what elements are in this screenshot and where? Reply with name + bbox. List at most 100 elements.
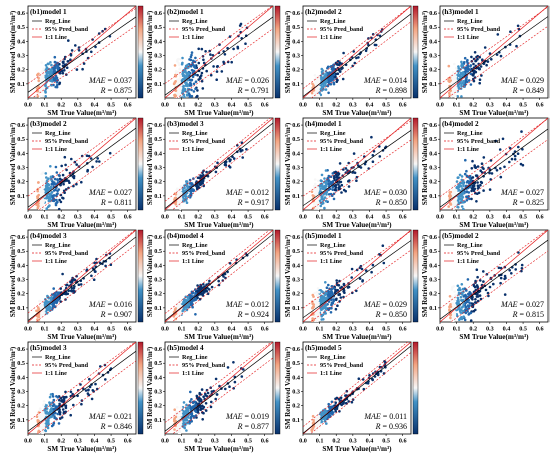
plot-contents xyxy=(440,6,548,98)
r-label: R xyxy=(512,86,518,95)
data-point xyxy=(489,178,493,181)
regression-line xyxy=(303,130,411,207)
data-point xyxy=(311,302,315,306)
mae-value: 0.021 xyxy=(114,412,132,421)
data-point xyxy=(475,55,478,59)
data-point xyxy=(337,293,340,297)
y-tick-label: 0.6 xyxy=(154,10,162,17)
data-point xyxy=(56,412,60,416)
data-point xyxy=(465,195,468,198)
data-point xyxy=(510,157,514,161)
data-point xyxy=(503,165,506,169)
y-tick-label: 0.3 xyxy=(17,389,25,396)
data-point xyxy=(186,296,190,300)
data-point xyxy=(490,172,494,175)
r-value: 0.936 xyxy=(389,422,407,431)
mae-metric: MAE = 0.027 xyxy=(88,188,132,197)
pred-band-upper xyxy=(303,6,411,89)
data-point xyxy=(482,189,485,192)
mae-equals: = xyxy=(242,76,251,85)
data-point xyxy=(43,72,46,76)
data-point xyxy=(448,308,451,311)
data-point xyxy=(183,81,187,84)
pred-band-lower xyxy=(171,129,273,210)
mae-equals: = xyxy=(105,76,114,85)
x-axis-label: SM True Value(m³/m³) xyxy=(184,221,254,229)
data-point xyxy=(339,296,343,299)
mae-value: 0.030 xyxy=(389,188,407,197)
data-point xyxy=(185,403,188,407)
data-point xyxy=(197,287,200,290)
data-point xyxy=(520,263,524,267)
mae-value: 0.012 xyxy=(251,300,269,309)
legend-one-to-one: 1:1 Line xyxy=(457,258,479,265)
data-point xyxy=(517,251,520,254)
regression-line xyxy=(303,345,411,434)
data-point xyxy=(215,393,219,396)
data-point xyxy=(56,178,59,181)
data-point xyxy=(508,269,512,272)
data-point xyxy=(480,162,484,165)
mae-equals: = xyxy=(105,188,114,197)
data-point xyxy=(460,84,463,88)
x-tick-label: 0.0 xyxy=(161,326,169,333)
data-point xyxy=(466,310,469,313)
data-point xyxy=(53,415,56,418)
data-point xyxy=(483,46,487,49)
r-equals: = xyxy=(517,198,526,207)
data-point xyxy=(347,180,350,183)
r-label: R xyxy=(100,198,106,207)
legend-pred-band: 95% Pred_band xyxy=(182,362,226,369)
y-tick-label: 0.2 xyxy=(154,179,162,186)
data-point xyxy=(172,315,176,318)
data-point xyxy=(478,81,482,85)
data-point xyxy=(38,303,41,307)
plot-contents xyxy=(440,230,548,322)
y-tick-label: 0.4 xyxy=(292,38,300,45)
data-point xyxy=(324,169,328,172)
data-point xyxy=(95,257,98,261)
data-point xyxy=(202,61,206,65)
data-point xyxy=(337,186,341,189)
x-tick-label: 0.5 xyxy=(382,214,390,221)
y-tick-label: 0.6 xyxy=(154,234,162,241)
data-point xyxy=(496,33,500,36)
data-point xyxy=(319,204,323,208)
data-point xyxy=(197,47,200,51)
r-label: R xyxy=(100,422,106,431)
data-point xyxy=(184,84,188,87)
data-point xyxy=(211,54,215,57)
data-point xyxy=(475,295,479,298)
data-point xyxy=(191,75,195,79)
r-metric: R = 0.907 xyxy=(100,310,132,319)
pred-band-upper xyxy=(165,6,273,84)
y-tick-label: 0.1 xyxy=(429,305,437,312)
data-point xyxy=(79,283,83,286)
y-tick-label: 0.2 xyxy=(429,179,437,186)
x-tick-label: 0.6 xyxy=(399,102,407,109)
data-point xyxy=(233,380,237,384)
data-point xyxy=(457,195,460,199)
data-point xyxy=(318,91,321,94)
data-point xyxy=(60,416,64,419)
r-metric: R = 0.850 xyxy=(375,198,407,207)
x-tick-label: 0.6 xyxy=(124,438,132,445)
data-point xyxy=(199,408,202,412)
regression-line xyxy=(165,122,273,209)
data-point xyxy=(58,82,61,86)
data-point xyxy=(42,312,46,316)
data-point xyxy=(473,76,477,79)
y-tick-label: 0.2 xyxy=(429,67,437,74)
plot-contents xyxy=(28,6,136,98)
panel-title: (b4)model 2 xyxy=(442,120,479,128)
data-point xyxy=(62,412,66,415)
scatter-panel: 0.0 0.1 0.2 0.3 0.4 0.5 0.60.10.20.30.40.50.6S… xyxy=(284,117,419,229)
data-point xyxy=(465,199,469,202)
data-point xyxy=(448,93,451,97)
data-point xyxy=(319,179,323,182)
data-point xyxy=(37,79,40,83)
y-tick-label: 0.4 xyxy=(429,262,437,269)
data-point xyxy=(200,388,204,391)
data-point xyxy=(62,189,66,193)
mae-metric: MAE = 0.027 xyxy=(500,300,544,309)
